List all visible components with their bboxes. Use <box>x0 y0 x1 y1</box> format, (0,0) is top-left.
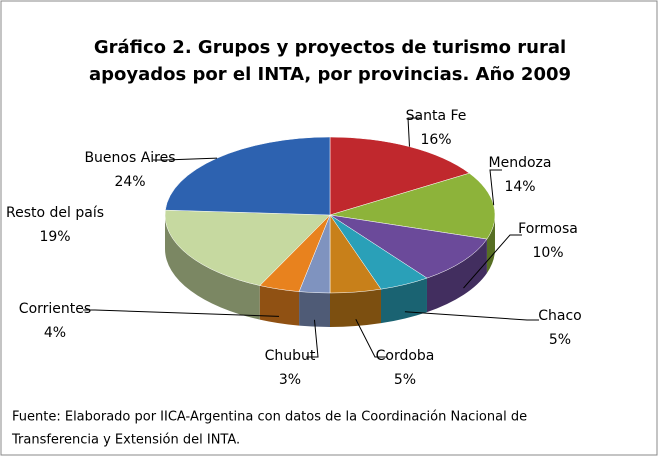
value-label: 5% <box>394 372 416 388</box>
category-label: Corrientes <box>19 301 91 317</box>
category-label: Chaco <box>538 308 582 324</box>
category-label: Resto del país <box>6 205 104 221</box>
leader-line <box>355 319 387 358</box>
source-note: Fuente: Elaborado por IICA-Argentina con… <box>12 410 527 425</box>
slice-side <box>299 291 330 327</box>
slice <box>164 209 331 286</box>
category-label: Cordoba <box>376 348 435 364</box>
leader-line <box>407 117 420 147</box>
slice <box>165 136 331 216</box>
category-label: Formosa <box>518 221 578 237</box>
value-label: 14% <box>504 179 535 195</box>
value-label: 19% <box>39 229 70 245</box>
slice-side <box>259 285 300 326</box>
value-label: 16% <box>420 132 451 148</box>
source-note: Transferencia y Extensión del INTA. <box>11 433 240 448</box>
category-label: Mendoza <box>489 155 552 171</box>
chart-title: apoyados por el INTA, por provincias. Añ… <box>89 64 571 85</box>
leader-line <box>153 157 218 161</box>
value-label: 24% <box>114 174 145 190</box>
category-label: Buenos Aires <box>84 150 175 166</box>
value-label: 4% <box>44 325 66 341</box>
leader-line <box>83 309 280 317</box>
leader-line <box>463 234 522 289</box>
value-label: 3% <box>279 372 301 388</box>
chart-title: Gráfico 2. Grupos y proyectos de turismo… <box>94 37 566 58</box>
slice <box>329 172 496 240</box>
slice-side <box>165 215 260 320</box>
category-label: Chubut <box>265 348 316 364</box>
category-label: Santa Fe <box>406 108 467 124</box>
leader-line <box>489 169 502 206</box>
slice-side <box>330 289 381 327</box>
slice <box>329 214 488 279</box>
slice-side <box>380 278 427 324</box>
slice <box>329 136 470 216</box>
value-label: 5% <box>549 332 571 348</box>
slice-side <box>426 239 487 313</box>
value-label: 10% <box>532 245 563 261</box>
leader-line <box>306 319 319 358</box>
leader-line <box>404 311 539 321</box>
